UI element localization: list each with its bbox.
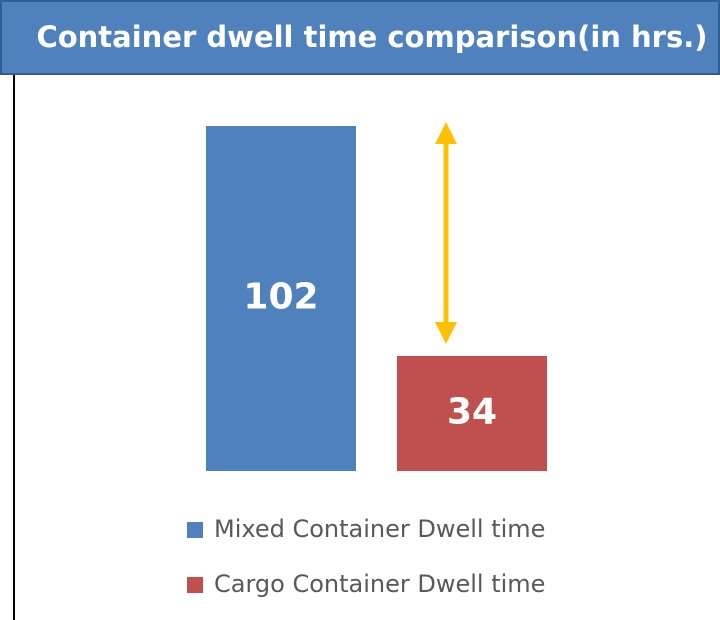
title-banner [0,0,720,75]
data-label: 102 [243,277,318,318]
arrow-head [435,122,457,144]
legend-swatch [187,577,203,593]
legend-label: Mixed Container Dwell time [214,515,545,543]
data-label: 34 [447,392,497,433]
legend-label: Cargo Container Dwell time [214,570,545,598]
bar [206,126,356,471]
legend-swatch [187,522,203,538]
chart-title: Container dwell time comparison(in hrs.) [36,20,707,54]
bar [397,356,547,471]
arrow-head [435,322,457,344]
